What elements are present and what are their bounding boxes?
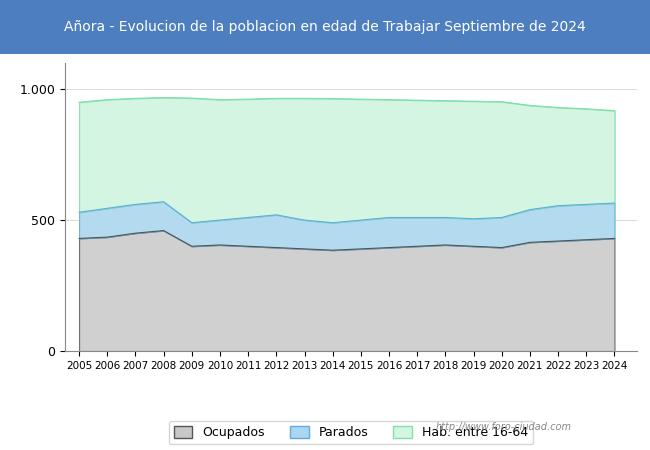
Text: http://www.foro-ciudad.com: http://www.foro-ciudad.com: [436, 422, 572, 432]
Legend: Ocupados, Parados, Hab. entre 16-64: Ocupados, Parados, Hab. entre 16-64: [169, 421, 533, 444]
Text: Añora - Evolucion de la poblacion en edad de Trabajar Septiembre de 2024: Añora - Evolucion de la poblacion en eda…: [64, 20, 586, 34]
